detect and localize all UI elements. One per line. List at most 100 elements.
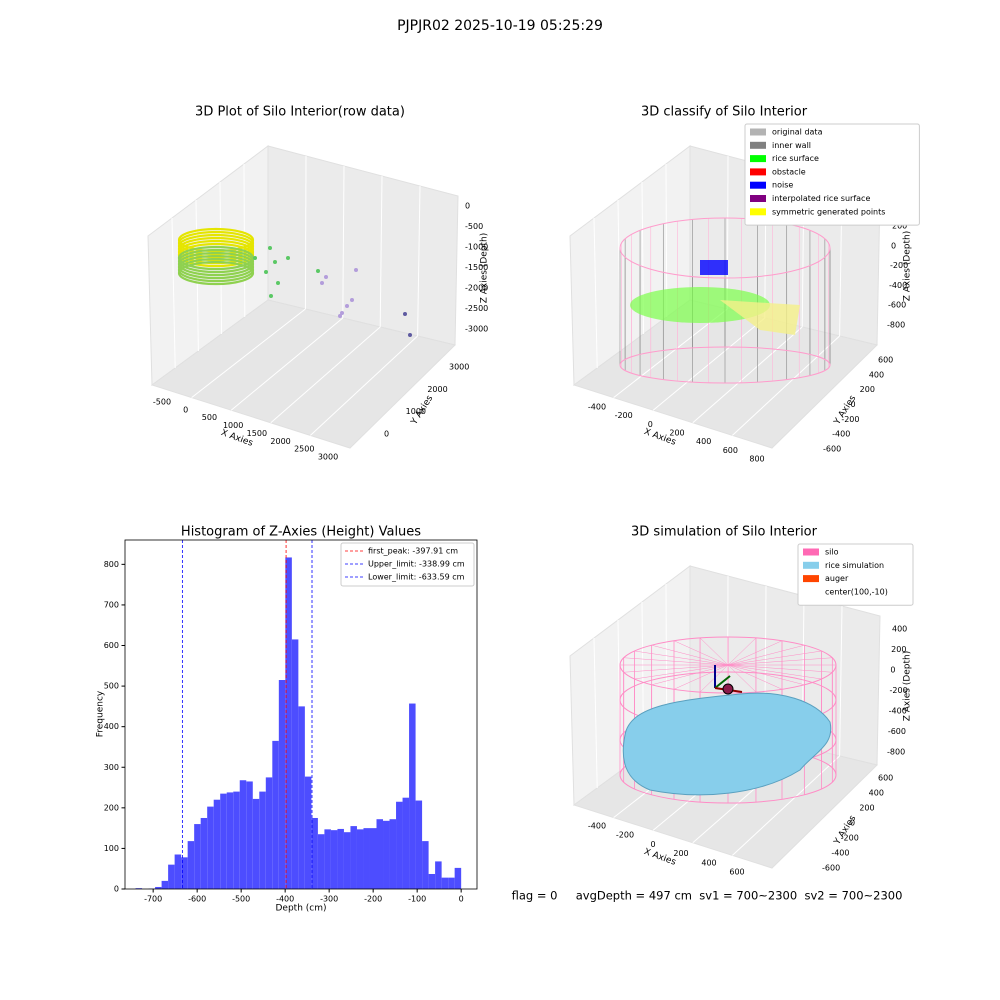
z-tick-label: -500 [465, 222, 483, 231]
bar [415, 800, 423, 889]
z-tick-label: -2500 [465, 304, 488, 313]
bar [174, 854, 182, 889]
x-tick-label: 2500 [294, 445, 314, 454]
y-tick-label: -200 [841, 834, 859, 843]
x-tick-label: -400 [276, 895, 294, 904]
bar [356, 829, 364, 889]
z-tick-label: -2000 [465, 284, 488, 293]
status-text: flag = 0 avgDepth = 497 cm sv1 = 700~230… [512, 889, 903, 903]
bar [285, 557, 292, 889]
x-tick-label: -500 [232, 895, 250, 904]
bar [194, 824, 201, 889]
y-tick-label: 200 [859, 804, 874, 813]
panel-title: 3D classify of Silo Interior [641, 105, 808, 120]
panel-title: Histogram of Z-Axies (Height) Values [181, 525, 421, 540]
outlier-point [408, 333, 412, 337]
panel-title: 3D Plot of Silo Interior(row data) [195, 105, 405, 120]
y-tick-label: 1000 [406, 407, 426, 416]
y-tick-label: 500 [104, 682, 119, 691]
bar [278, 680, 286, 889]
axis-label: Z Axies (Depth) [903, 231, 913, 302]
y-tick-label: 300 [104, 763, 119, 772]
pane-grid [379, 175, 383, 328]
bar [239, 780, 247, 889]
outlier-point [340, 311, 344, 315]
silo-line [727, 644, 805, 666]
bar [259, 791, 266, 889]
pane-grid [593, 217, 598, 369]
y-tick-label: 400 [869, 370, 884, 379]
z-tick-label: 0 [891, 241, 896, 250]
pane-grid [692, 326, 803, 424]
pane-grid [839, 605, 843, 757]
legend-label: first_peak: -397.91 cm [368, 547, 458, 556]
surface-patch [630, 287, 770, 323]
z-tick-label: 0 [465, 202, 470, 211]
bar [350, 826, 357, 889]
y-tick-label: 200 [104, 803, 119, 812]
bar [265, 777, 273, 889]
outlier-point [253, 256, 257, 260]
bar [168, 864, 175, 889]
bar [376, 819, 384, 889]
bar [363, 828, 370, 889]
silo-line [651, 644, 729, 666]
y-tick-label: -600 [823, 445, 841, 454]
x-tick-label: 200 [669, 429, 684, 438]
axis-label: X Axies [642, 847, 677, 868]
x-tick-label: 0 [650, 840, 655, 849]
bar [389, 819, 397, 889]
legend-label: inner wall [772, 141, 811, 150]
bar [330, 830, 338, 889]
pane-grid [342, 165, 345, 319]
outlier-point [269, 294, 273, 298]
bar [311, 817, 318, 889]
figure-title: PJPJR02 2025-10-19 05:25:29 [397, 18, 603, 34]
y-tick-label: 3000 [449, 363, 469, 372]
silo-line [727, 664, 757, 693]
legend-swatch [803, 575, 819, 583]
pane-grid [270, 326, 381, 424]
bar [233, 791, 240, 889]
legend-swatch [750, 195, 766, 202]
bar [207, 806, 214, 889]
bar [383, 820, 390, 889]
pane-grid [243, 163, 246, 318]
bar [441, 877, 449, 889]
z-tick-label: 200 [891, 645, 906, 654]
silo-line [623, 664, 729, 673]
legend-label: Lower_limit: -633.59 cm [368, 573, 465, 582]
silo-line [727, 664, 833, 673]
legend-box [797, 543, 914, 606]
y-tick-label: 400 [869, 789, 884, 798]
pane-grid [310, 335, 418, 436]
legend-swatch [803, 561, 819, 569]
z-tick-label: -600 [888, 727, 906, 736]
x-tick-label: 1000 [223, 421, 243, 430]
point-cloud [177, 260, 255, 286]
outlier-point [354, 268, 358, 272]
pane-grid [304, 155, 307, 310]
bar [402, 797, 410, 889]
bar [272, 740, 279, 889]
outlier-point [338, 314, 342, 318]
bar [298, 706, 305, 889]
bar [220, 793, 227, 889]
pane-grid [652, 317, 766, 411]
z-tick-label: 400 [892, 625, 907, 634]
pane-grid [171, 217, 176, 369]
bar [291, 639, 299, 889]
x-tick-label: 0 [648, 420, 653, 429]
x-tick-label: 800 [749, 455, 764, 464]
z-tick-label: 0 [890, 666, 895, 675]
z-tick-label: -400 [889, 707, 907, 716]
x-tick-label: 600 [723, 446, 738, 455]
silo-line [727, 637, 757, 666]
x-tick-label: 400 [696, 437, 711, 446]
y-tick-label: 2000 [427, 385, 447, 394]
bar [337, 828, 344, 889]
bar [226, 792, 234, 889]
bar [181, 857, 188, 889]
x-tick-label: -700 [144, 895, 162, 904]
axis-label: Z Axies (Depth) [903, 651, 913, 722]
